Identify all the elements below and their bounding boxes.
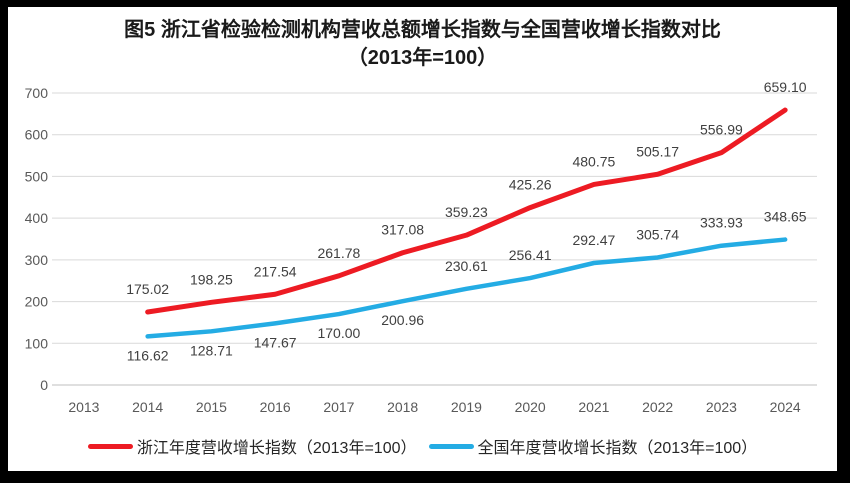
data-label: 116.62: [127, 347, 169, 363]
x-tick-label: 2015: [196, 399, 227, 415]
y-tick-label: 200: [25, 294, 49, 310]
zhejiang-series-line: [145, 107, 788, 315]
y-tick-label: 300: [25, 252, 49, 268]
x-tick-label: 2013: [68, 399, 99, 415]
data-label: 200.96: [381, 312, 424, 328]
data-label: 261.78: [317, 245, 360, 261]
chart-title-line2: （2013年=100）: [347, 47, 498, 69]
line-chart-plot-area: 0 100 200 300 400 500 600 700 2013 2014 2015 2016 20…: [25, 79, 817, 415]
y-tick-label: 0: [40, 377, 48, 393]
legend-label-national: 全国年度营收增长指数（2013年=100）: [477, 440, 758, 457]
data-label: 170.00: [317, 325, 360, 341]
data-label: 147.67: [254, 334, 297, 350]
data-label: 128.71: [190, 342, 233, 358]
data-label: 425.26: [509, 177, 552, 193]
y-tick-label: 400: [25, 210, 49, 226]
data-label: 198.25: [190, 271, 233, 287]
y-tick-label: 600: [25, 127, 49, 143]
data-label: 256.41: [509, 247, 552, 263]
legend-label-zhejiang: 浙江年度营收增长指数（2013年=100）: [136, 440, 417, 457]
data-label: 556.99: [700, 122, 743, 138]
chart-title: 图5 浙江省检验检测机构营收总额增长指数与全国营收增长指数对比 （2013年=1…: [8, 16, 837, 72]
data-label: 359.23: [445, 204, 488, 220]
x-tick-label: 2019: [451, 399, 482, 415]
legend-item-zhejiang: 浙江年度营收增长指数（2013年=100）: [87, 434, 417, 458]
data-label: 292.47: [572, 232, 615, 248]
data-label: 333.93: [700, 215, 743, 231]
national-series-line: [145, 237, 788, 339]
x-tick-label: 2017: [323, 399, 354, 415]
x-tick-label: 2024: [770, 399, 801, 415]
legend-item-national: 全国年度营收增长指数（2013年=100）: [428, 434, 758, 458]
x-tick-label: 2016: [260, 399, 291, 415]
x-tick-label: 2023: [706, 399, 737, 415]
data-label: 317.08: [381, 222, 424, 238]
data-label: 505.17: [636, 143, 679, 159]
y-tick-label: 100: [25, 335, 49, 351]
y-tick-label: 700: [25, 85, 49, 101]
data-label: 659.10: [764, 79, 807, 95]
y-tick-label: 500: [25, 168, 49, 184]
x-tick-label: 2018: [387, 399, 418, 415]
data-label: 480.75: [572, 153, 615, 169]
data-label: 348.65: [764, 209, 807, 225]
data-label: 305.74: [636, 226, 679, 242]
data-label: 175.02: [126, 281, 169, 297]
data-label: 230.61: [445, 258, 488, 274]
zhejiang-series-swatch: [87, 443, 133, 449]
x-tick-label: 2022: [642, 399, 673, 415]
data-label: 217.54: [254, 263, 297, 279]
chart-legend: 浙江年度营收增长指数（2013年=100） 全国年度营收增长指数（2013年=1…: [8, 434, 837, 458]
x-tick-label: 2020: [515, 399, 546, 415]
x-tick-label: 2014: [132, 399, 163, 415]
national-series-swatch: [428, 443, 474, 449]
chart-title-line1: 图5 浙江省检验检测机构营收总额增长指数与全国营收增长指数对比: [124, 19, 721, 41]
x-tick-label: 2021: [578, 399, 609, 415]
